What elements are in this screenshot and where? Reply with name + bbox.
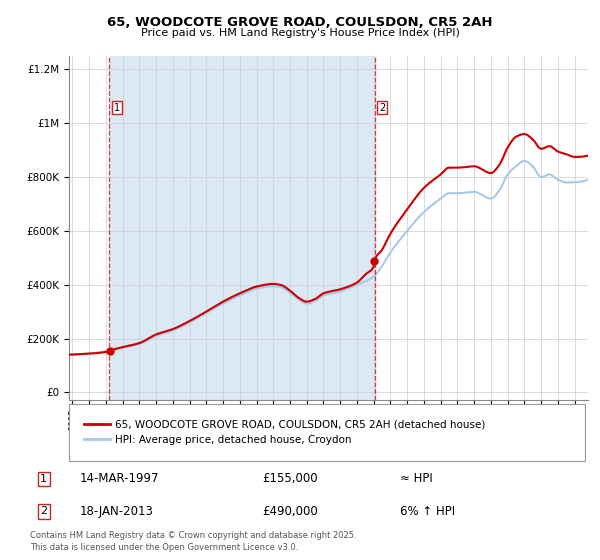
Text: 1: 1 (114, 102, 120, 113)
Text: £490,000: £490,000 (262, 505, 317, 517)
Text: Price paid vs. HM Land Registry's House Price Index (HPI): Price paid vs. HM Land Registry's House … (140, 28, 460, 38)
Text: 65, WOODCOTE GROVE ROAD, COULSDON, CR5 2AH: 65, WOODCOTE GROVE ROAD, COULSDON, CR5 2… (107, 16, 493, 29)
FancyBboxPatch shape (69, 404, 586, 461)
Text: 6% ↑ HPI: 6% ↑ HPI (400, 505, 455, 517)
Text: Contains HM Land Registry data © Crown copyright and database right 2025.
This d: Contains HM Land Registry data © Crown c… (30, 531, 356, 552)
Text: 2: 2 (379, 102, 385, 113)
Point (370, 256, 379, 265)
Text: 2: 2 (40, 506, 47, 516)
Legend: 65, WOODCOTE GROVE ROAD, COULSDON, CR5 2AH (detached house), HPI: Average price,: 65, WOODCOTE GROVE ROAD, COULSDON, CR5 2… (79, 416, 490, 449)
Text: £155,000: £155,000 (262, 473, 317, 486)
Text: 18-JAN-2013: 18-JAN-2013 (80, 505, 154, 517)
Text: 1: 1 (40, 474, 47, 484)
Bar (109, 56, 374, 400)
Point (105, 346, 115, 355)
Text: 14-MAR-1997: 14-MAR-1997 (80, 473, 159, 486)
Text: ≈ HPI: ≈ HPI (400, 473, 433, 486)
